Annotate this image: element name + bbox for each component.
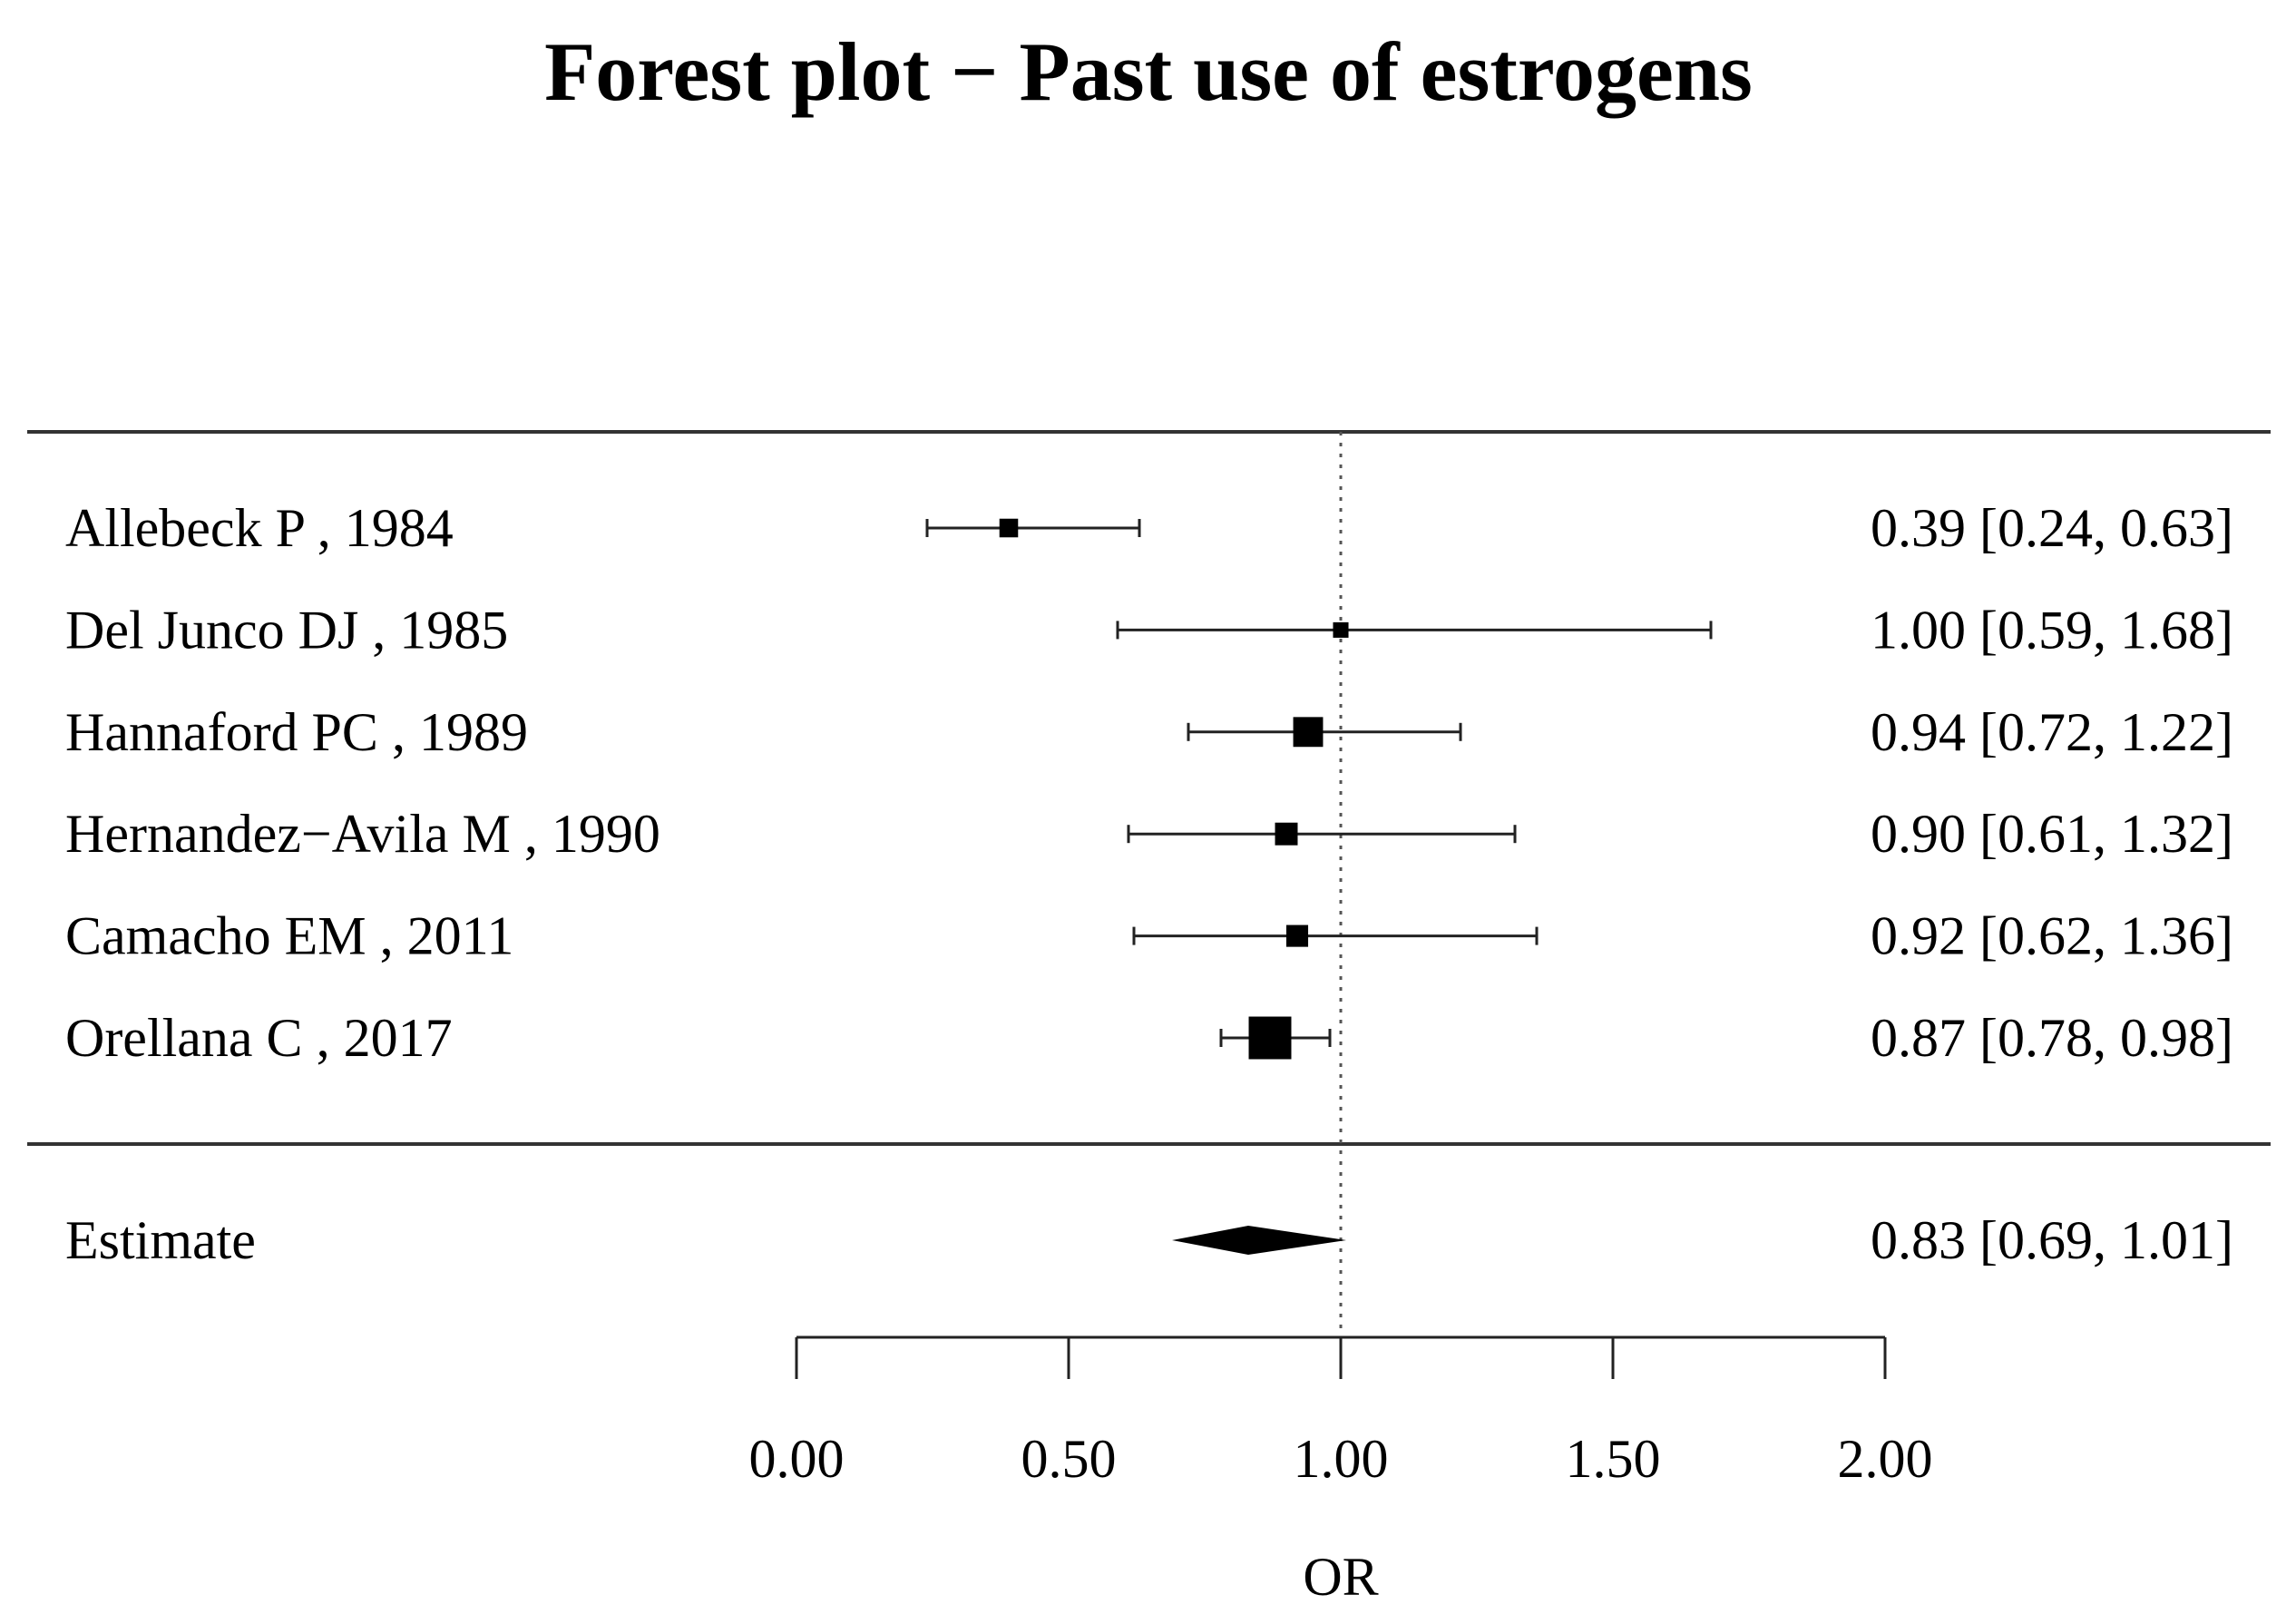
study-or-text: 0.39 [0.24, 0.63] [1871, 498, 2233, 558]
study-row: Allebeck P , 1984 0.39 [0.24, 0.63] [65, 498, 2233, 558]
study-or-text: 0.92 [0.62, 1.36] [1871, 906, 2233, 966]
study-or-text: 0.87 [0.78, 0.98] [1871, 1008, 2233, 1068]
x-tick-label: 0.00 [749, 1429, 845, 1489]
summary-row: Estimate 0.83 [0.69, 1.01] [65, 1210, 2233, 1270]
study-label: Hernandez−Avila M , 1990 [65, 804, 660, 864]
study-row: Orellana C , 2017 0.87 [0.78, 0.98] [65, 1008, 2233, 1068]
x-axis-label: OR [1303, 1547, 1378, 1607]
point-estimate-box [1275, 822, 1298, 846]
chart-title: Forest plot − Past use of estrogens [544, 25, 1753, 118]
study-label: Orellana C , 2017 [65, 1008, 453, 1068]
x-tick-label: 1.00 [1294, 1429, 1389, 1489]
point-estimate-box [1333, 621, 1349, 638]
study-row: Hernandez−Avila M , 1990 0.90 [0.61, 1.32… [65, 804, 2233, 864]
x-tick-label: 0.50 [1021, 1429, 1117, 1489]
study-or-text: 0.90 [0.61, 1.32] [1871, 804, 2233, 864]
study-rows: Allebeck P , 1984 0.39 [0.24, 0.63] Del Ju… [65, 498, 2233, 1068]
study-label: Camacho EM , 2011 [65, 906, 513, 966]
study-label: Hannaford PC , 1989 [65, 702, 528, 762]
point-estimate-box [1248, 1016, 1292, 1060]
summary-label: Estimate [65, 1210, 256, 1270]
point-estimate-box [999, 518, 1019, 538]
study-or-text: 1.00 [0.59, 1.68] [1871, 600, 2233, 660]
x-tick-label: 2.00 [1838, 1429, 1933, 1489]
study-row: Del Junco DJ , 1985 1.00 [0.59, 1.68] [65, 600, 2233, 660]
summary-or-text: 0.83 [0.69, 1.01] [1871, 1210, 2233, 1270]
study-row: Hannaford PC , 1989 0.94 [0.72, 1.22] [65, 702, 2233, 762]
point-estimate-box [1293, 717, 1324, 748]
summary-diamond [1172, 1226, 1346, 1255]
study-label: Allebeck P , 1984 [65, 498, 454, 558]
study-row: Camacho EM , 2011 0.92 [0.62, 1.36] [65, 906, 2233, 966]
x-tick-label: 1.50 [1566, 1429, 1661, 1489]
study-or-text: 0.94 [0.72, 1.22] [1871, 702, 2233, 762]
point-estimate-box [1285, 924, 1309, 947]
x-axis: 0.00 0.50 1.00 1.50 2.00 [749, 1335, 1933, 1489]
study-label: Del Junco DJ , 1985 [65, 600, 508, 660]
